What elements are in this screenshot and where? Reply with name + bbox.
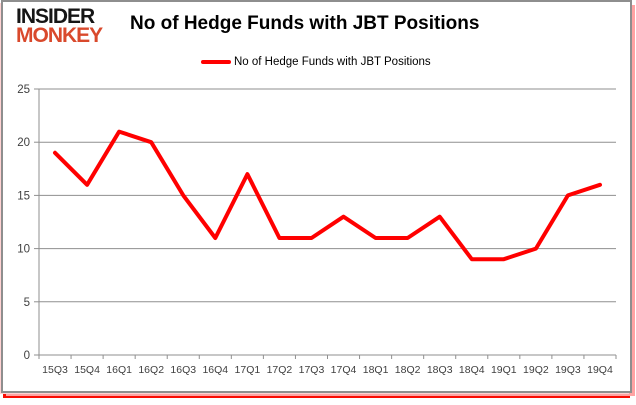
logo-line-insider: INSIDER: [16, 5, 95, 28]
x-tick-label: 16Q4: [202, 364, 228, 376]
y-tick-label: 20: [17, 137, 30, 149]
x-tick-label: 19Q1: [491, 364, 517, 376]
legend-label: No of Hedge Funds with JBT Positions: [234, 56, 431, 68]
chart-legend: No of Hedge Funds with JBT Positions: [201, 56, 431, 68]
y-tick-label: 25: [17, 84, 30, 96]
chart-title: No of Hedge Funds with JBT Positions: [130, 13, 480, 34]
x-tick-label: 19Q4: [587, 364, 613, 376]
x-tick-label: 18Q4: [459, 364, 485, 376]
x-tick-label: 18Q3: [427, 364, 453, 376]
x-tick-label: 17Q2: [267, 364, 293, 376]
x-tick-label: 18Q2: [395, 364, 421, 376]
x-tick-label: 17Q3: [299, 364, 325, 376]
x-tick-label: 16Q3: [170, 364, 196, 376]
y-tick-label: 15: [17, 190, 30, 202]
x-tick-label: 16Q2: [138, 364, 164, 376]
x-tick-label: 17Q1: [235, 364, 261, 376]
y-tick-label: 0: [24, 350, 30, 362]
logo-line-monkey: MONKEY: [16, 24, 103, 48]
x-tick-label: 16Q1: [106, 364, 132, 376]
x-tick-label: 18Q1: [363, 364, 389, 376]
y-tick-label: 5: [24, 297, 30, 309]
x-tick-label: 19Q3: [555, 364, 581, 376]
x-tick-label: 15Q3: [42, 364, 68, 376]
x-tick-label: 19Q2: [523, 364, 549, 376]
chart-card: INSIDER MONKEY No of Hedge Funds with JB…: [1, 0, 632, 393]
legend-line-swatch: [201, 60, 231, 64]
y-tick-label: 10: [17, 244, 30, 256]
x-tick-label: 17Q4: [331, 364, 357, 376]
x-tick-label: 15Q4: [74, 364, 100, 376]
series-line-hedge-funds: [53, 129, 602, 262]
line-chart-plot-area: 0 5 10 15 20 25 15Q3 15Q4 16Q1 16Q2 16Q3 16Q4 17Q1 17…: [17, 84, 617, 376]
insider-monkey-logo: INSIDER MONKEY: [16, 5, 103, 48]
